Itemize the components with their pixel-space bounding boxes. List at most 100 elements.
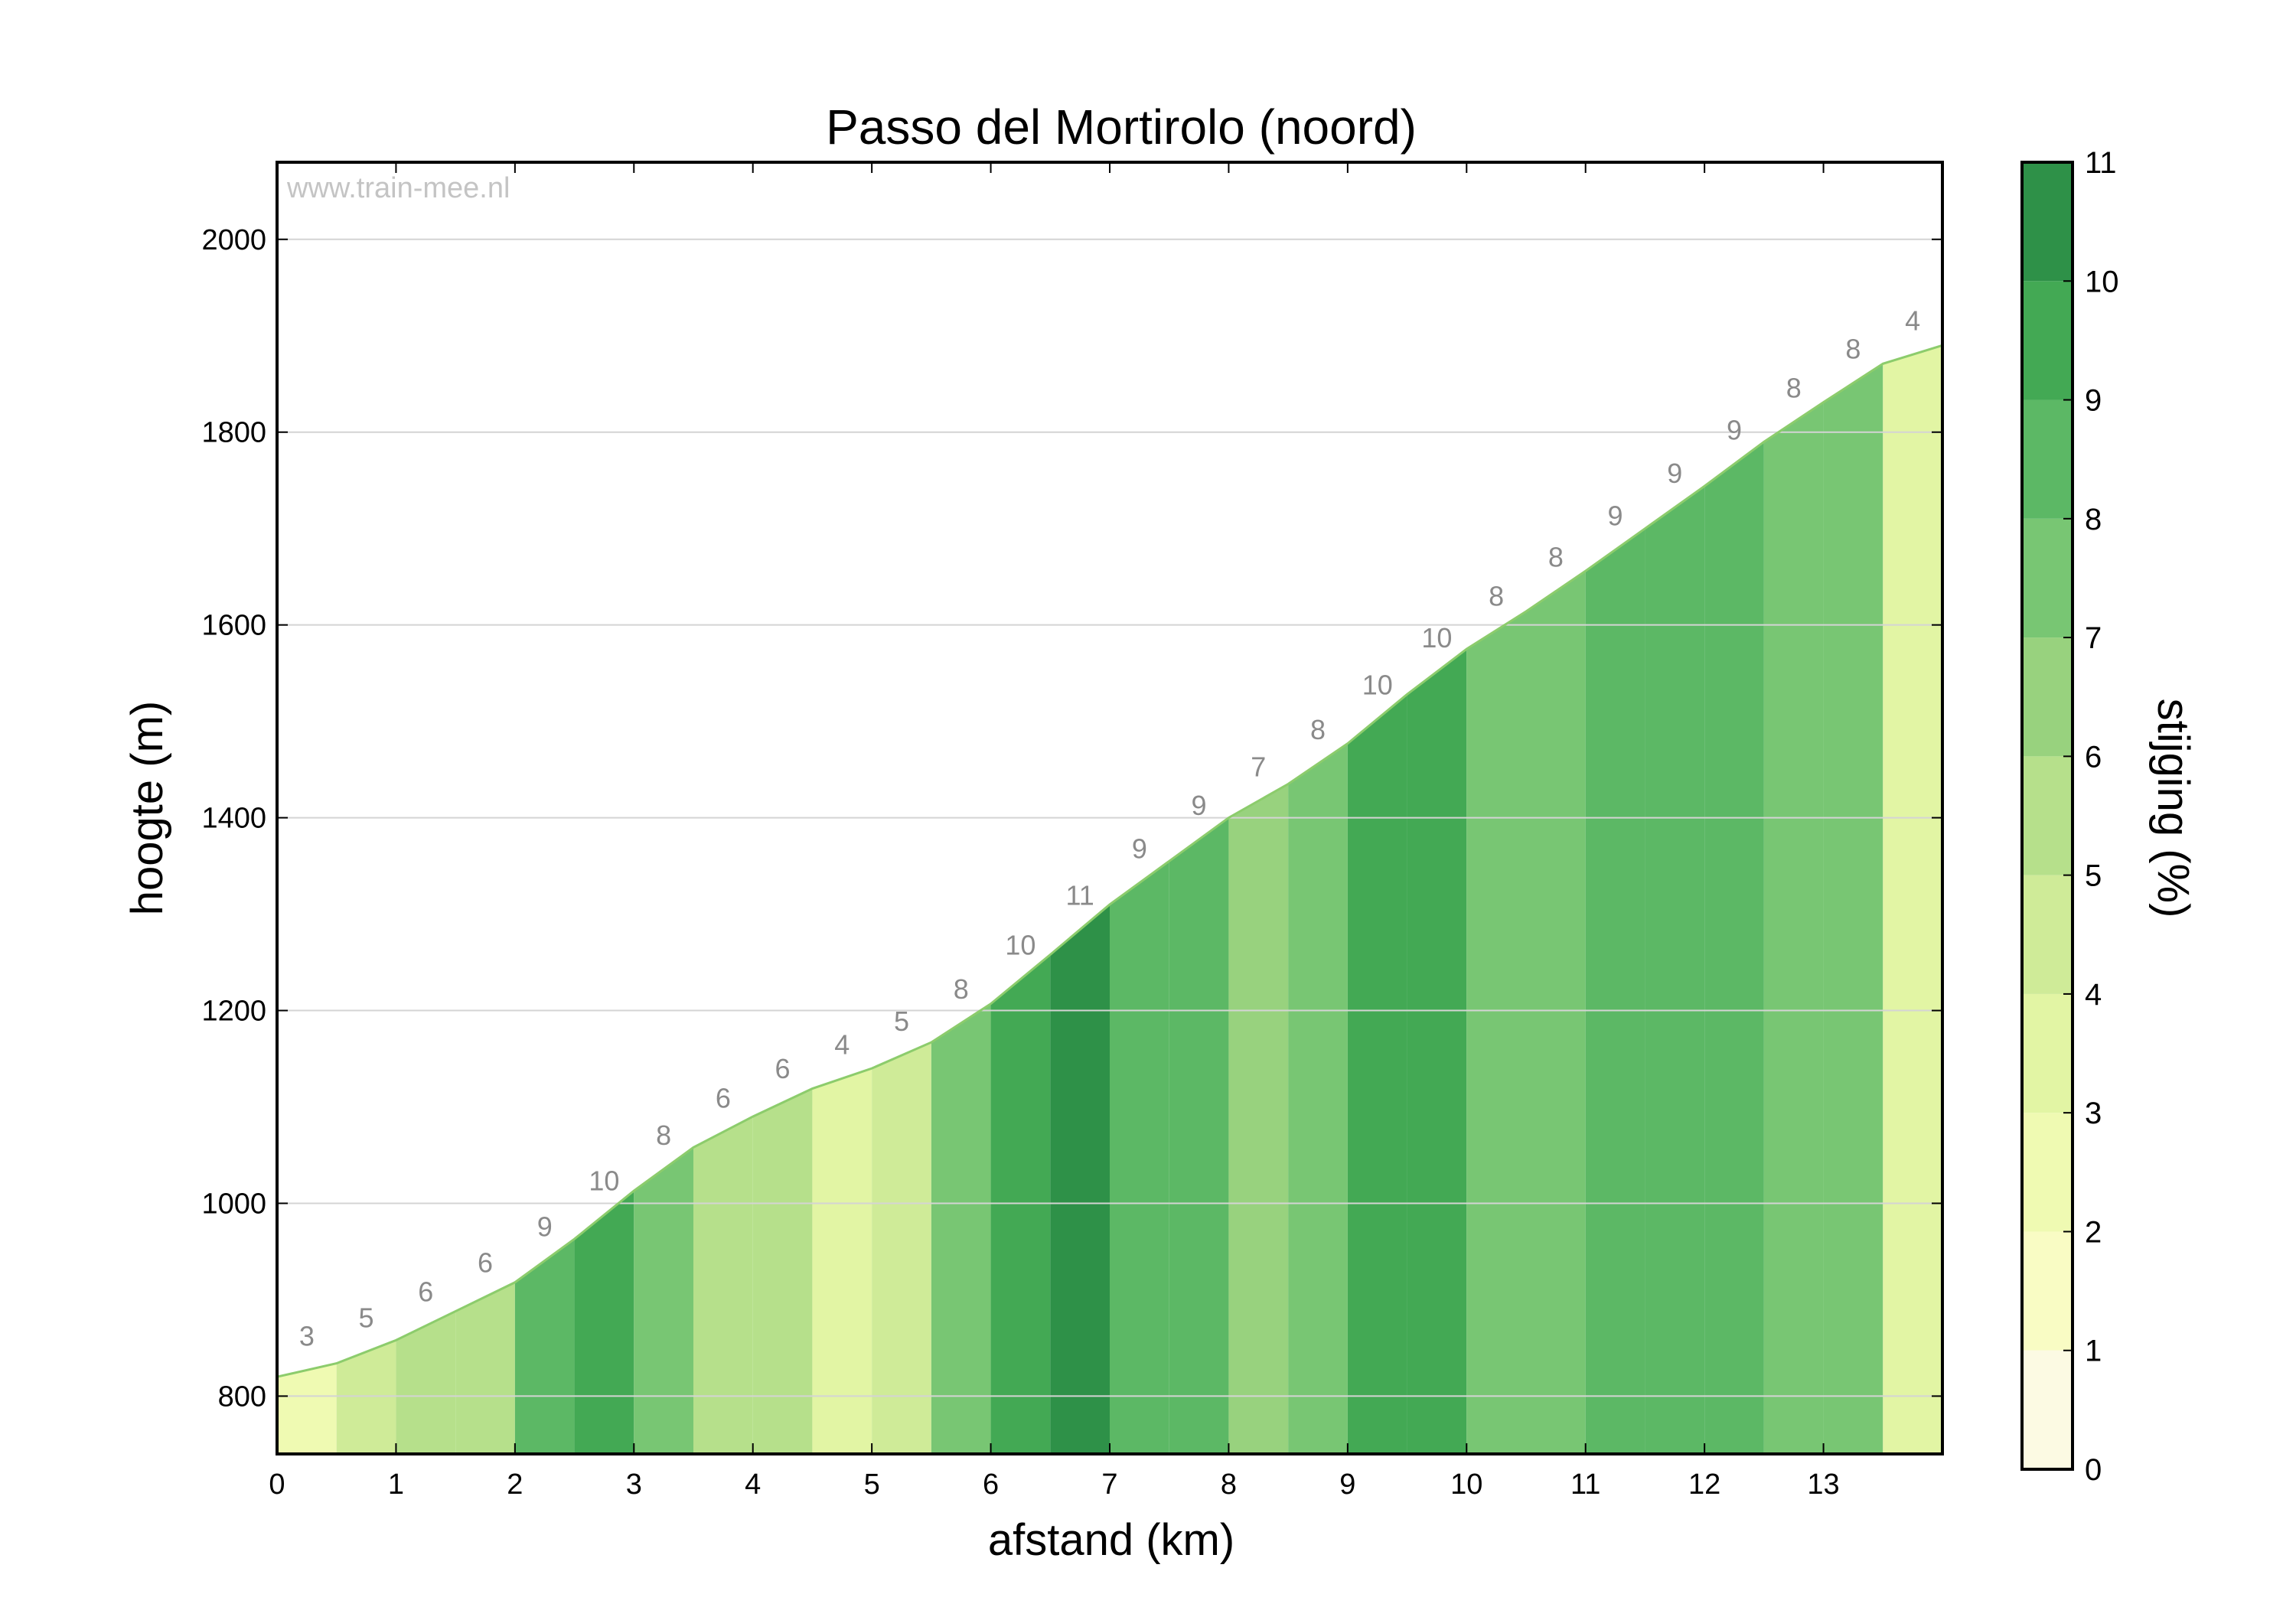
grade-label-4: 9 <box>537 1211 553 1242</box>
watermark: www.train-mee.nl <box>286 172 510 204</box>
grade-label-11: 8 <box>954 973 969 1005</box>
grade-label-8: 6 <box>775 1053 791 1084</box>
grade-label-20: 8 <box>1489 581 1504 612</box>
y-tick-label-1600: 1600 <box>201 610 266 642</box>
grade-label-1: 5 <box>359 1302 374 1333</box>
colorbar-tick-label-2: 2 <box>2085 1215 2102 1249</box>
grade-label-5: 10 <box>589 1165 619 1197</box>
grade-label-15: 9 <box>1192 790 1207 821</box>
gridlines <box>277 238 1942 1397</box>
x-tick-label-7: 7 <box>1101 1468 1117 1501</box>
gradient-band-24 <box>1704 442 1764 1454</box>
colorbar-swatch-9 <box>2022 281 2073 400</box>
grade-label-23: 9 <box>1667 458 1682 489</box>
gradient-bands <box>277 345 1942 1455</box>
colorbar-tick-label-1: 1 <box>2085 1335 2102 1368</box>
grade-label-13: 11 <box>1065 880 1094 911</box>
grade-label-22: 9 <box>1608 500 1623 531</box>
grade-label-16: 7 <box>1251 751 1266 783</box>
gradient-band-19 <box>1407 649 1467 1455</box>
x-tick-label-5: 5 <box>864 1468 880 1501</box>
grade-label-18: 10 <box>1362 669 1393 700</box>
gradient-band-7 <box>693 1116 753 1454</box>
colorbar-tick-label-3: 3 <box>2085 1097 2102 1130</box>
gradient-band-23 <box>1645 486 1705 1454</box>
gradient-band-3 <box>455 1282 515 1454</box>
colorbar-swatch-10 <box>2022 162 2073 282</box>
colorbar-swatch-1 <box>2022 1231 2073 1351</box>
gradient-band-2 <box>396 1311 456 1454</box>
grade-label-26: 8 <box>1845 333 1861 364</box>
x-tick-label-10: 10 <box>1450 1468 1482 1501</box>
gradient-band-13 <box>1050 904 1110 1454</box>
colorbar-label: stijging (%) <box>2148 699 2198 918</box>
x-tick-label-3: 3 <box>626 1468 642 1501</box>
x-tick-label-2: 2 <box>507 1468 523 1501</box>
y-axis: 800 1000 1200 1400 1600 1800 2000 <box>201 224 1942 1413</box>
colorbar-swatch-7 <box>2022 518 2073 638</box>
gradient-band-18 <box>1347 694 1407 1454</box>
y-tick-label-1000: 1000 <box>201 1188 266 1220</box>
x-tick-label-8: 8 <box>1221 1468 1237 1501</box>
colorbar-tick-label-6: 6 <box>2085 740 2102 774</box>
gradient-band-9 <box>812 1068 872 1454</box>
gradient-band-16 <box>1228 784 1289 1454</box>
grade-label-6: 8 <box>656 1120 671 1151</box>
grade-label-14: 9 <box>1132 833 1147 865</box>
colorbar-swatch-4 <box>2022 875 2073 994</box>
gradient-band-4 <box>514 1239 575 1454</box>
y-axis-label: hoogte (m) <box>122 701 172 915</box>
x-tick-label-9: 9 <box>1339 1468 1355 1501</box>
grade-label-17: 8 <box>1310 714 1326 745</box>
grade-label-19: 10 <box>1421 622 1452 654</box>
gradient-band-21 <box>1526 571 1586 1454</box>
colorbar-frame <box>2020 161 2074 1471</box>
gradient-band-27 <box>1883 345 1942 1455</box>
y-tick-label-800: 800 <box>218 1380 266 1413</box>
gradient-band-20 <box>1466 611 1526 1454</box>
gradient-band-22 <box>1585 528 1645 1455</box>
colorbar-swatch-6 <box>2022 637 2073 757</box>
grade-label-10: 5 <box>894 1006 909 1037</box>
grade-label-27: 4 <box>1905 305 1920 336</box>
grade-label-3: 6 <box>478 1247 493 1279</box>
gradient-band-10 <box>872 1042 931 1454</box>
x-axis-label: afstand (km) <box>988 1515 1234 1565</box>
colorbar-tick-label-11: 11 <box>2085 146 2117 180</box>
gradient-band-11 <box>931 1003 991 1454</box>
grade-label-2: 6 <box>418 1276 433 1307</box>
colorbar-swatch-2 <box>2022 1113 2073 1232</box>
grade-label-24: 9 <box>1727 414 1742 445</box>
y-tick-label-1200: 1200 <box>201 996 266 1028</box>
grade-label-0: 3 <box>299 1320 315 1351</box>
colorbar-tick-label-7: 7 <box>2085 621 2102 655</box>
gradient-band-1 <box>336 1340 396 1454</box>
gradient-band-26 <box>1823 363 1883 1455</box>
gradient-band-15 <box>1169 817 1229 1454</box>
x-tick-label-12: 12 <box>1688 1468 1720 1501</box>
grade-label-21: 8 <box>1548 542 1564 573</box>
grade-label-25: 8 <box>1786 372 1802 403</box>
gradient-band-17 <box>1288 743 1348 1454</box>
chart-title: Passo del Mortirolo (noord) <box>826 99 1417 155</box>
grade-label-9: 4 <box>834 1028 850 1060</box>
colorbar-tick-label-5: 5 <box>2085 859 2102 893</box>
colorbar-swatch-5 <box>2022 756 2073 875</box>
x-tick-label-1: 1 <box>388 1468 404 1501</box>
gradient-band-0 <box>277 1363 337 1454</box>
y-tick-label-1800: 1800 <box>201 417 266 449</box>
colorbar-tick-label-0: 0 <box>2085 1453 2102 1487</box>
x-tick-label-13: 13 <box>1807 1468 1839 1501</box>
elevation-profile-line <box>276 344 1943 1378</box>
colorbar-tick-label-8: 8 <box>2085 503 2102 536</box>
x-tick-label-4: 4 <box>745 1468 761 1501</box>
colorbar-tick-label-10: 10 <box>2085 265 2119 298</box>
grade-labels: 3 5 6 6 9 10 8 6 6 4 5 8 10 11 9 9 7 8 10 10 8 8 9 9 9 8 8 4 <box>299 305 1920 1351</box>
gradient-band-25 <box>1763 402 1824 1454</box>
gradient-band-8 <box>752 1088 813 1454</box>
x-tick-label-11: 11 <box>1570 1468 1600 1501</box>
grade-label-12: 10 <box>1005 930 1035 961</box>
gradient-band-6 <box>634 1147 693 1454</box>
x-tick-label-6: 6 <box>983 1468 999 1501</box>
